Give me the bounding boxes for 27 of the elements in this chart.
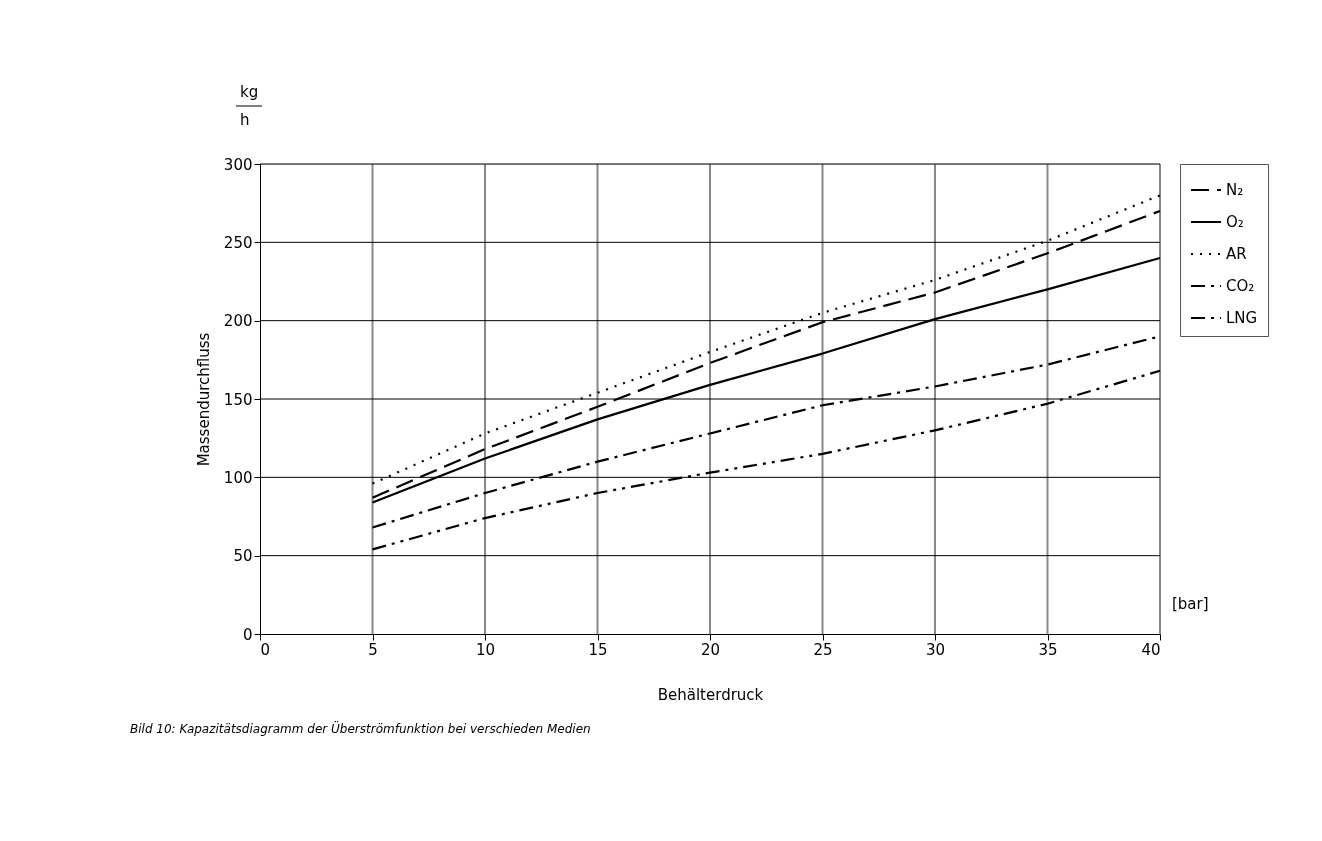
legend-label: LNG <box>1226 309 1258 327</box>
text: h <box>240 111 250 129</box>
x-tick-label: 40 <box>1141 640 1161 659</box>
x-tick-label: 20 <box>700 640 721 659</box>
y-tick-label: 0 <box>242 625 253 644</box>
text: [bar] <box>1172 595 1209 613</box>
x-tick-label: 0 <box>260 640 271 659</box>
y-tick-label: 300 <box>223 155 253 174</box>
x-tick-label: 35 <box>1038 640 1058 659</box>
legend-label: AR <box>1226 245 1247 263</box>
x-tick-label: 10 <box>475 640 496 659</box>
x-tick-label: 5 <box>368 640 378 659</box>
x-tick-label: 30 <box>925 640 946 659</box>
legend-label: N₂ <box>1226 181 1244 199</box>
text: kg <box>240 83 259 101</box>
y-tick-label: 250 <box>223 233 253 252</box>
y-tick-label: 100 <box>223 468 253 487</box>
x-tick-label: 15 <box>588 640 608 659</box>
legend-label: O₂ <box>1226 213 1244 231</box>
y-tick-label: 200 <box>223 312 253 331</box>
text: Bild 10: Kapazitätsdiagramm der Überströmfunktion bei verschieden Medien <box>130 720 591 736</box>
legend-label: CO₂ <box>1226 277 1255 295</box>
x-axis-title: Behälterdruck <box>657 685 764 704</box>
y-tick-label: 150 <box>223 390 253 409</box>
x-tick-label: 25 <box>813 640 833 659</box>
y-axis-title: Massendurchfluss <box>194 332 213 467</box>
y-tick-label: 50 <box>233 547 253 566</box>
